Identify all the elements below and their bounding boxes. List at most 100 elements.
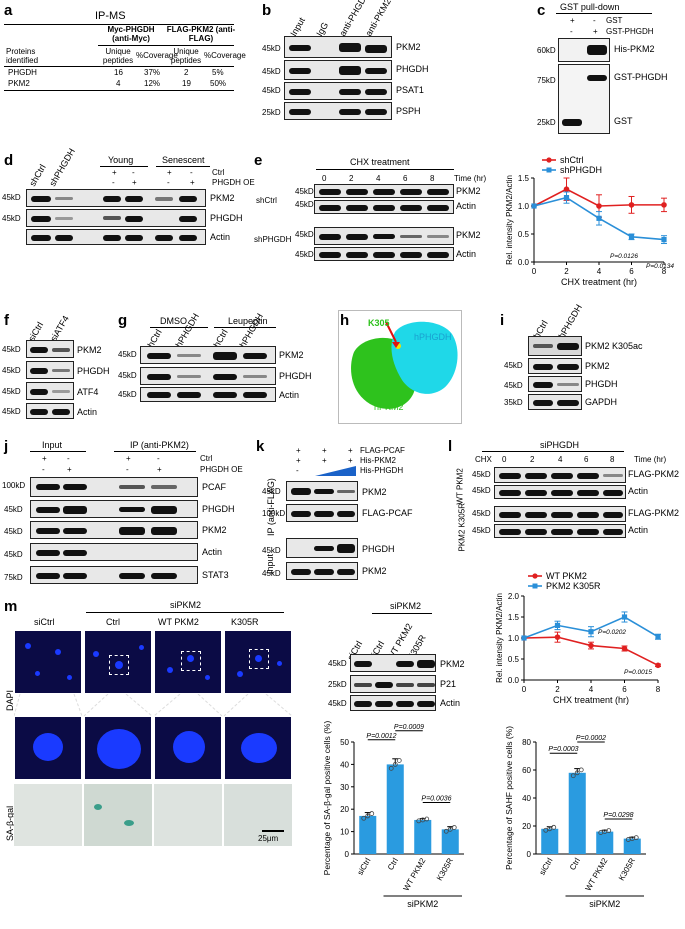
- protein-label: PHGDH: [202, 504, 235, 514]
- header-unique-2: Unique peptides: [170, 47, 202, 65]
- data-dot: [570, 773, 576, 779]
- table-mid-rule: [98, 45, 234, 46]
- mw-label: 45kD: [472, 526, 491, 535]
- data-dot: [551, 824, 557, 830]
- data-point: [655, 662, 661, 669]
- dapi-image-sictrl: [14, 630, 82, 694]
- blot-j-pkm2: [30, 521, 198, 539]
- dapi-image-wt: [154, 630, 222, 694]
- data-dot: [361, 815, 367, 821]
- x-tick-label: Ctrl: [568, 856, 582, 871]
- y-tick-label: 60: [522, 766, 531, 775]
- protein-label: FLAG-PKM2: [628, 508, 680, 518]
- col-group-flag: FLAG-PKM2 (anti-FLAG): [166, 25, 236, 43]
- sign: +: [322, 446, 327, 455]
- blot-g-pkm2: [140, 346, 276, 364]
- row-phgdh-v3: 2: [184, 68, 189, 77]
- data-point: [628, 234, 635, 240]
- blot-l-actin-k305r: [494, 524, 626, 538]
- mw-label: 45kD: [262, 487, 281, 496]
- zoom-guide-lines: [14, 694, 293, 716]
- bar-chart-sabgal: 0 10 20 30 40 50 Percentage of SA-β-gal positi…: [322, 721, 464, 909]
- group-label: shPHGDH: [254, 235, 292, 244]
- blot-b-phgdh: [284, 60, 392, 80]
- data-point: [588, 642, 594, 649]
- bar-sictrl: [541, 828, 559, 854]
- table-top-rule: [4, 24, 234, 25]
- panel-label-k: k: [256, 438, 265, 455]
- mw-label: 25kD: [262, 108, 281, 117]
- x-axis-label: CHX treatment (hr): [553, 695, 629, 705]
- mw-label: 45kD: [2, 407, 21, 416]
- mw-label: 45kD: [262, 546, 281, 555]
- group-young: Young: [108, 155, 134, 165]
- time-label: 0: [322, 174, 327, 183]
- x-tick-label: 0: [522, 685, 527, 694]
- data-dot: [447, 826, 453, 832]
- mw-label: 45kD: [2, 214, 21, 223]
- mw-label: 45kD: [295, 250, 314, 259]
- time-label: 0: [502, 455, 507, 464]
- p-value-annotation: P=0.0036: [421, 795, 451, 802]
- sign: -: [190, 168, 193, 177]
- y-axis-label: Percentage of SAHF positive cells (%): [504, 726, 514, 870]
- blot-e-actin-sh: [314, 247, 454, 261]
- title-rule: [482, 451, 624, 452]
- y-axis-label: Percentage of SA-β-gal positive cells (%…: [322, 721, 332, 876]
- protein-label: Actin: [202, 547, 223, 557]
- protein-label: PKM2: [202, 525, 227, 535]
- y-tick-label: 50: [340, 738, 349, 747]
- line-chart-l: 0.0 0.5 1.0 1.5 2.0 0 2 4 6 8 CHX treatment (hr) Re…: [495, 571, 661, 705]
- x-tick-label: 6: [622, 685, 627, 694]
- panel-label-g: g: [118, 312, 128, 329]
- x-tick-label: 8: [662, 267, 667, 276]
- protein-label: PKM2: [456, 186, 481, 196]
- dapi-zoom-k305r: [224, 716, 292, 780]
- sabgal-image-ctrl: [84, 784, 152, 846]
- sign: +: [42, 454, 47, 463]
- x-tick-label: 2: [564, 267, 569, 276]
- data-point: [628, 202, 635, 208]
- group-rule: [86, 612, 284, 613]
- y-tick-label: 0.0: [508, 676, 520, 685]
- protein-label: PKM2: [456, 230, 481, 240]
- sign: +: [593, 27, 598, 36]
- protein-label: Actin: [456, 249, 477, 259]
- data-point: [531, 203, 537, 209]
- row-pkm2-v4: 50%: [210, 79, 227, 88]
- p-value-annotation: P=0.0126: [610, 253, 638, 260]
- y-axis-label: Rel. intensity PKM2/Actin: [505, 175, 514, 265]
- protein-label: GST-PHGDH: [614, 72, 668, 82]
- mw-label: 25kD: [537, 118, 556, 127]
- mw-label: 45kD: [295, 200, 314, 209]
- protein-label: Actin: [77, 407, 98, 417]
- data-point: [661, 202, 667, 208]
- blot-k-pkm2-ip: [286, 481, 358, 501]
- panel-label-f: f: [4, 312, 9, 329]
- blot-k-pcaf: [286, 504, 358, 522]
- bar-ctrl: [386, 764, 404, 854]
- y-tick-label: 10: [340, 828, 349, 837]
- data-point: [554, 622, 561, 628]
- protein-label: PHGDH: [396, 64, 429, 74]
- sign: +: [348, 456, 353, 465]
- mw-label: 45kD: [504, 381, 523, 390]
- legend-label: shPHGDH: [560, 165, 602, 175]
- row-phgdh-v2: 37%: [144, 68, 161, 77]
- x-tick-label: K305R: [617, 856, 637, 882]
- x-tick-label: WT PKM2: [402, 856, 428, 892]
- table-header-rule: [4, 66, 234, 67]
- blot-d-actin: [26, 229, 206, 245]
- data-dot: [547, 826, 553, 832]
- sabgal-image-wt: [154, 784, 222, 846]
- mw-label: 100kD: [262, 509, 286, 518]
- mw-label: 45kD: [118, 390, 137, 399]
- col-group-myc: Myc-PHGDH (anti-Myc): [107, 25, 155, 43]
- blot-j-stat3: [30, 566, 198, 584]
- x-tick-label: siCtrl: [538, 856, 555, 876]
- img-col-label: WT PKM2: [158, 617, 199, 627]
- dapi-zoom-ctrl: [84, 716, 152, 780]
- panel-label-b: b: [262, 2, 272, 19]
- sign: -: [296, 466, 299, 475]
- sign: -: [132, 168, 135, 177]
